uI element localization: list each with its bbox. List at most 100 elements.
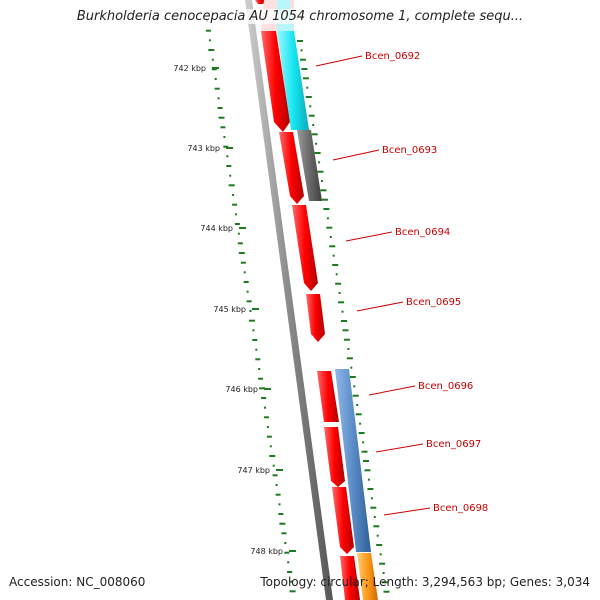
gc-dot [252,329,255,332]
scale-tick-label: 744 kbp [200,224,233,233]
gc-dot [284,542,287,544]
gc-dot [232,194,235,196]
gc-dot [266,426,269,428]
gc-dot [367,478,370,481]
gc-dot [305,96,312,98]
gc-dot [370,506,377,509]
scale-tick-label: 746 kbp [225,385,258,394]
gc-dot [363,460,369,462]
gc-dot [214,87,220,90]
gc-dot [243,281,249,283]
cds-feature-bcen-0694 [292,205,318,291]
gc-dot [258,377,264,380]
gc-dot [289,590,296,593]
gene-label-leader [356,301,404,312]
gc-dot [329,236,332,238]
cds-feature-bcen-0696 [317,371,339,422]
gc-dot [338,301,345,304]
cyan-feature-bcen-0692 [277,31,309,130]
gc-dot [376,534,379,537]
gc-dot [259,387,266,390]
gc-dot [361,450,368,453]
gc-dot [335,282,342,285]
gc-dot [237,232,240,235]
gc-dot [349,376,356,378]
gene-label-leader [368,385,416,396]
gene-label-leader [315,55,363,67]
gc-dot [248,319,255,322]
cds-feature-bcen-0695 [306,294,325,342]
gc-dot [261,397,267,399]
gc-dot [355,413,362,416]
gene-label[interactable]: Bcen_0692 [365,51,420,62]
gc-dot [217,107,223,109]
gc-dot [263,416,269,419]
gc-dot [266,435,272,438]
gene-labels: Bcen_0692 Bcen_0693 Bcen_0694 Bcen_0695 Bcen… [315,51,488,516]
gene-label[interactable]: Bcen_0693 [382,145,437,156]
gc-dot [342,329,349,332]
gc-dot [308,114,315,117]
gc-dot [208,49,215,51]
gc-dot [264,406,266,409]
gc-dot [278,513,284,515]
scale-tick-mark [264,388,271,390]
gc-dot [275,484,278,486]
cds-feature-bcen-0698 [332,487,354,554]
gc-dot [211,58,214,61]
gc-dot [284,551,290,554]
gc-dot [243,271,246,274]
scale-tick-label: 748 kbp [250,547,283,556]
gc-dot [299,58,306,61]
gc-dot [332,264,339,266]
gc-dot [311,133,318,136]
gc-dot [358,432,365,434]
gc-dot [314,152,321,154]
cds-feature-bottom [340,556,360,600]
gray-feature-bcen-0693 [297,130,322,201]
gc-dot [367,488,374,490]
gc-dot [217,97,220,100]
gene-label-leader [383,507,431,516]
gc-dot [275,493,281,496]
gene-label[interactable]: Bcen_0695 [406,297,461,308]
gene-label[interactable]: Bcen_0697 [426,439,481,450]
gc-dot [373,516,376,518]
gc-dot [211,68,217,71]
gene-label[interactable]: Bcen_0694 [395,227,450,238]
gc-dot [226,155,229,158]
gc-dot [269,445,272,448]
gc-dot [269,455,276,457]
scale-ticks: 742 kbp 743 kbp 744 kbp 745 kbp 746 kbp 747 k… [173,64,296,556]
gc-dot [252,339,258,341]
cds-feature-bcen-0693 [279,132,304,204]
gc-dot [332,254,335,257]
blue-feature-bcen-0696 [335,369,371,552]
gc-dot [373,525,380,528]
gc-dot [229,174,232,177]
accession-text: Accession: NC_008060 [9,575,146,589]
scale-tick-label: 745 kbp [213,305,246,314]
gene-label-leader [345,231,393,242]
gc-dot [335,273,338,276]
gc-dot [238,252,245,254]
gc-dot [287,571,293,573]
scale-tick-label: 742 kbp [173,64,206,73]
orange-feature-bottom [357,553,378,600]
gc-dot [338,292,341,294]
backbone-track [245,0,333,600]
gc-dot [214,78,217,80]
gc-dot [382,572,385,574]
gene-label[interactable]: Bcen_0698 [433,503,488,514]
gc-dot [329,245,336,248]
gc-dot [359,422,362,425]
cds-feature-top [255,0,266,4]
gc-dot [234,223,240,225]
gene-label[interactable]: Bcen_0696 [418,381,473,392]
gc-dot [300,49,303,52]
gc-dot [290,580,293,583]
gc-dot [232,203,238,206]
gc-dot [362,441,365,444]
gc-dot [235,213,237,216]
